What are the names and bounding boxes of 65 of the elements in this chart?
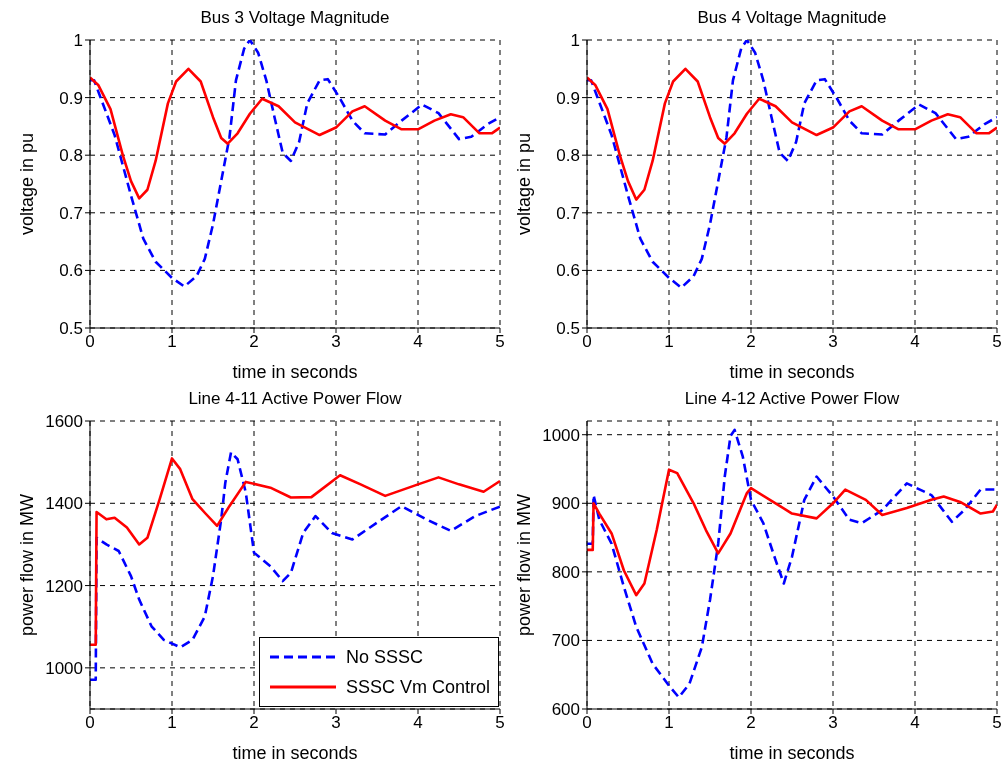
y-tick-label: 1: [73, 31, 83, 51]
x-tick-label: 4: [910, 713, 920, 733]
chart-title: Bus 3 Voltage Magnitude: [199, 8, 391, 28]
y-axis-title: voltage in pu: [514, 132, 535, 236]
line-series: [90, 67, 500, 200]
x-tick-label: 0: [85, 332, 95, 352]
x-tick-label: 5: [495, 332, 505, 352]
line-series: [587, 67, 997, 201]
y-tick-label: 1: [570, 31, 580, 51]
y-tick-label: 0.6: [59, 261, 83, 281]
chart-title: Bus 4 Voltage Magnitude: [696, 8, 888, 28]
x-axis-title: time in seconds: [232, 743, 358, 762]
line-series: [90, 457, 500, 647]
x-tick-label: 1: [167, 713, 177, 733]
y-tick-label: 0.7: [556, 203, 580, 223]
x-tick-label: 1: [167, 332, 177, 352]
y-tick-label: 0.8: [556, 146, 580, 166]
x-axis-title: time in seconds: [232, 362, 358, 382]
y-tick-label: 800: [551, 562, 580, 582]
y-tick-label: 0.7: [59, 203, 83, 223]
y-tick-label: 0.5: [556, 319, 580, 339]
x-tick-label: 3: [828, 713, 838, 733]
y-tick-label: 1200: [45, 576, 83, 596]
line-series: [90, 450, 500, 682]
x-tick-label: 1: [664, 332, 674, 352]
y-axis-title: power flow in MW: [17, 493, 38, 637]
x-tick-label: 5: [992, 332, 1002, 352]
x-tick-label: 1: [664, 713, 674, 733]
x-tick-label: 0: [85, 713, 95, 733]
x-tick-label: 4: [413, 713, 423, 733]
chart-title: Line 4-11 Active Power Flow: [187, 389, 403, 409]
legend-label: No SSSC: [345, 646, 423, 668]
line-series: [587, 428, 997, 699]
x-tick-label: 4: [413, 332, 423, 352]
y-axis-title: power flow in MW: [514, 493, 535, 637]
x-tick-label: 5: [992, 713, 1002, 733]
x-tick-label: 5: [495, 713, 505, 733]
y-tick-label: 0.5: [59, 319, 83, 339]
x-tick-label: 2: [249, 713, 259, 733]
y-axis-title: voltage in pu: [17, 132, 38, 236]
x-tick-label: 0: [582, 332, 592, 352]
y-tick-label: 900: [551, 494, 580, 514]
y-tick-label: 1600: [45, 412, 83, 432]
x-tick-label: 4: [910, 332, 920, 352]
x-axis-title: time in seconds: [729, 743, 855, 762]
y-tick-label: 1400: [45, 494, 83, 514]
y-tick-label: 600: [551, 700, 580, 720]
y-tick-label: 1000: [542, 425, 580, 445]
y-tick-label: 0.9: [556, 88, 580, 108]
y-tick-label: 0.8: [59, 146, 83, 166]
x-tick-label: 0: [582, 713, 592, 733]
x-tick-label: 2: [746, 713, 756, 733]
x-tick-label: 3: [331, 713, 341, 733]
x-tick-label: 2: [746, 332, 756, 352]
y-tick-label: 0.9: [59, 88, 83, 108]
x-axis-title: time in seconds: [729, 362, 855, 382]
y-tick-label: 1000: [45, 658, 83, 678]
x-tick-label: 3: [828, 332, 838, 352]
x-tick-label: 2: [249, 332, 259, 352]
line-series: [587, 468, 997, 597]
legend-label: SSSC Vm Control: [345, 676, 490, 698]
x-tick-label: 3: [331, 332, 341, 352]
chart-title: Line 4-12 Active Power Flow: [683, 389, 901, 409]
y-tick-label: 700: [551, 631, 580, 651]
y-tick-label: 0.6: [556, 261, 580, 281]
